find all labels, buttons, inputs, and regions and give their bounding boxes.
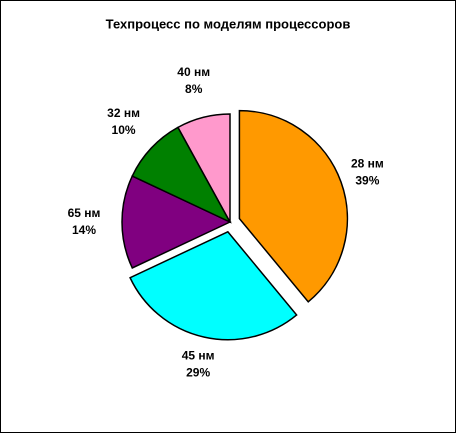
slice-label: 40 нм (177, 65, 210, 79)
slice-label: 45 нм (182, 349, 215, 363)
value-label: 14% (72, 223, 96, 237)
value-label: 29% (186, 366, 210, 380)
slice-label: 28 нм (351, 157, 384, 171)
pie-slice (121, 175, 232, 269)
value-label: 10% (112, 123, 136, 137)
slice-label: 65 нм (68, 206, 101, 220)
pie-slice (238, 109, 349, 303)
chart-title: Техпроцесс по моделям процессоров (106, 16, 351, 31)
slice-label: 32 нм (107, 106, 140, 120)
value-label: 39% (355, 174, 379, 188)
value-label: 8% (185, 82, 203, 96)
pie-slice (129, 230, 298, 341)
pie-slice (176, 113, 231, 223)
